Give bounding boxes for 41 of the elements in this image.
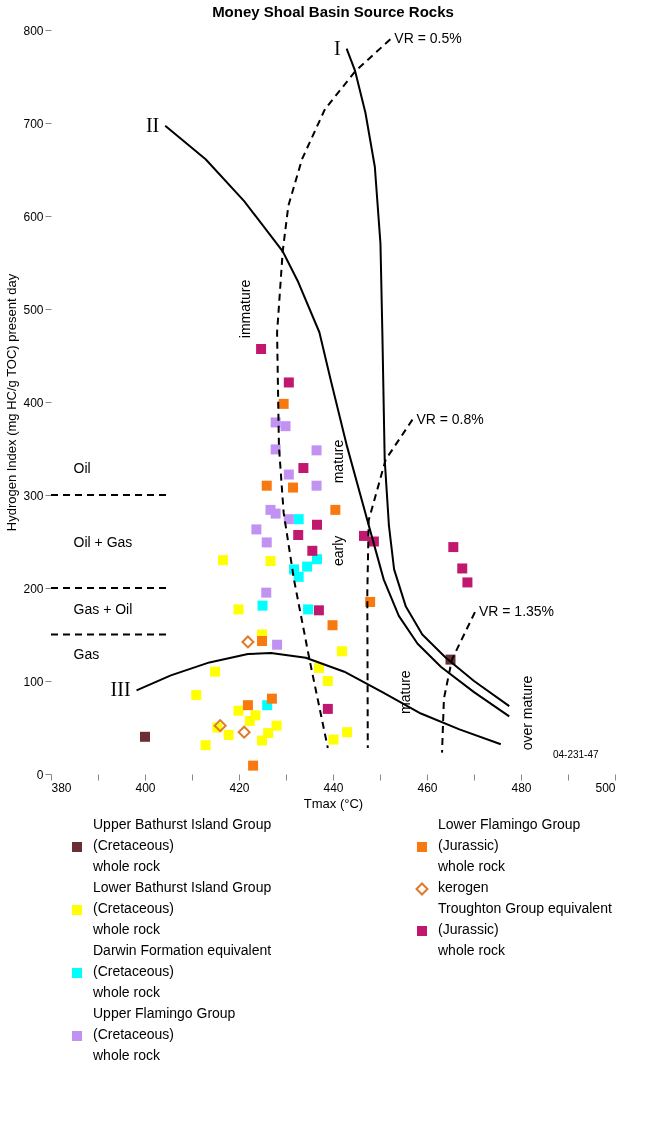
x-axis-title: Tmax (°C) (303, 795, 364, 811)
x-tick-label: 480 (511, 780, 532, 795)
legend-label: Lower Bathurst Island Group (Cretaceous) whole rock (92, 879, 272, 937)
y-tick-label: 700 (23, 116, 44, 131)
x-tick-label: 380 (51, 780, 72, 795)
x-tick-label: 460 (417, 780, 438, 795)
legend-label: Darwin Formation equivalent (Cretaceous) whole rock (92, 942, 272, 1000)
y-tick-label: 0 (36, 767, 44, 782)
annotation: mature (397, 670, 414, 714)
annotation: immature (236, 279, 253, 339)
x-tick-label: 400 (135, 780, 156, 795)
annotation: Oil + Gas (73, 534, 133, 551)
annotation: Oil (73, 459, 91, 476)
chart-title: Money Shoal Basin Source Rocks (212, 3, 454, 20)
annotation: Gas + Oil (73, 601, 133, 618)
x-tick-label: 440 (323, 780, 344, 795)
y-tick-label: 300 (23, 488, 44, 503)
legend-label: Upper Flamingo Group (Cretaceous) whole rock (92, 1005, 236, 1063)
x-tick-label: 420 (229, 780, 250, 795)
series-label: VR = 0.8% (416, 410, 484, 427)
annotation: 04-231-47 (552, 749, 599, 761)
y-tick-label: 600 (23, 209, 44, 224)
series-label: I (333, 36, 341, 59)
legend-label: kerogen (438, 879, 489, 895)
legend-label: Troughton Group equivalent (Jurassic) whole rock (437, 900, 612, 958)
series-label: VR = 1.35% (478, 603, 555, 620)
legend-label: Upper Bathurst Island Group (Cretaceous) whole rock (92, 816, 272, 874)
annotation: Gas (73, 645, 100, 662)
annotation: mature (329, 439, 346, 484)
x-tick-label: 500 (595, 780, 616, 795)
series-label: VR = 0.5% (394, 30, 462, 47)
annotation: early (329, 535, 346, 566)
series-label: III (110, 678, 131, 701)
series-label: II (145, 113, 160, 136)
y-tick-label: 200 (23, 581, 44, 596)
y-tick-label: 800 (23, 23, 44, 38)
y-tick-label: 100 (23, 674, 44, 689)
y-tick-label: 400 (23, 395, 44, 410)
y-axis-title: Hydrogen Index (mg HC/g TOC) present day (4, 273, 20, 532)
annotation: over mature (518, 675, 535, 751)
y-tick-label: 500 (23, 302, 44, 317)
